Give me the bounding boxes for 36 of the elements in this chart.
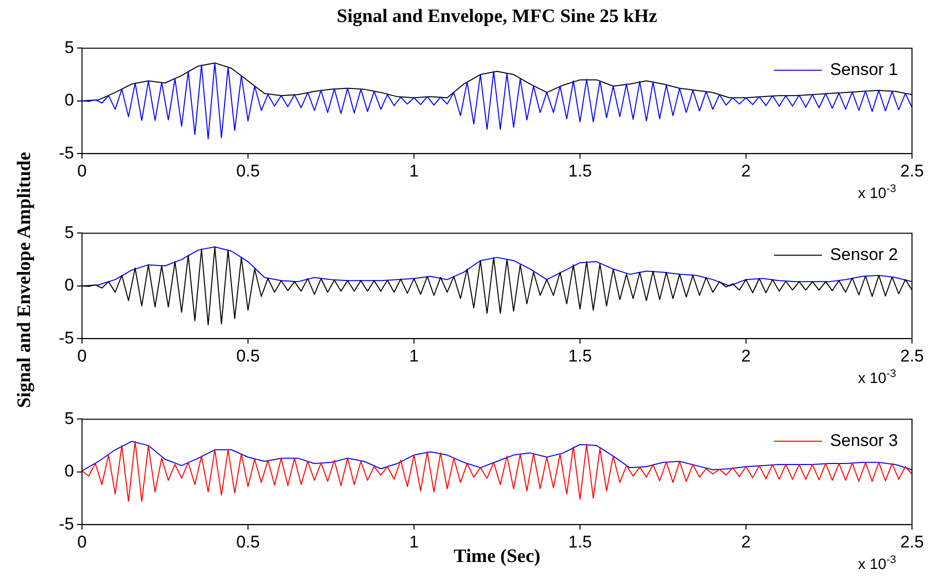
x-tick-label: 1.5: [568, 161, 592, 180]
x-tick-label: 2.5: [900, 532, 924, 552]
legend-label: Sensor 1: [830, 60, 898, 79]
x-tick-label: 1: [409, 532, 419, 552]
text: x 10$^{-3}$: [858, 183, 896, 202]
x-tick-label: 2: [741, 161, 751, 180]
y-tick-label: 5: [64, 38, 74, 57]
x-tick-label: 0.5: [236, 161, 260, 180]
x-tick-label: 1: [409, 161, 419, 180]
y-tick-label: 5: [64, 222, 74, 242]
legend-label: Sensor 2: [830, 244, 898, 264]
y-axis-title: Signal and Envelope Amplitude: [14, 152, 36, 408]
x-tick-label: 2: [741, 532, 751, 552]
x-tick-label: 1: [409, 346, 419, 366]
x-tick-label: 0: [77, 532, 87, 552]
x-tick-label: 1.5: [568, 346, 592, 366]
x-tick-label: 2: [741, 346, 751, 366]
y-tick-label: -5: [58, 514, 74, 534]
x-tick-label: 2.5: [900, 346, 924, 366]
y-tick-label: 5: [64, 408, 74, 428]
y-tick-label: -5: [58, 143, 74, 162]
x-tick-label: 0.5: [236, 346, 260, 366]
legend-label: Sensor 3: [830, 430, 898, 450]
y-tick-label: -5: [58, 328, 74, 348]
text: x 10$^{-3}$: [858, 368, 896, 387]
x-tick-label: 0.5: [236, 532, 260, 552]
text: x 10$^{-3}$: [858, 554, 896, 573]
chart-title: Signal and Envelope, MFC Sine 25 kHz: [336, 6, 658, 28]
y-tick-label: 0: [64, 462, 74, 481]
x-tick-label: 1.5: [568, 532, 592, 552]
y-tick-label: 0: [64, 90, 74, 110]
y-tick-label: 0: [64, 276, 74, 295]
x-tick-label: 0: [77, 346, 87, 366]
x-axis-title: Time (Sec): [454, 546, 540, 567]
x-tick-label: 0: [77, 161, 87, 180]
x-tick-label: 2.5: [900, 161, 924, 180]
